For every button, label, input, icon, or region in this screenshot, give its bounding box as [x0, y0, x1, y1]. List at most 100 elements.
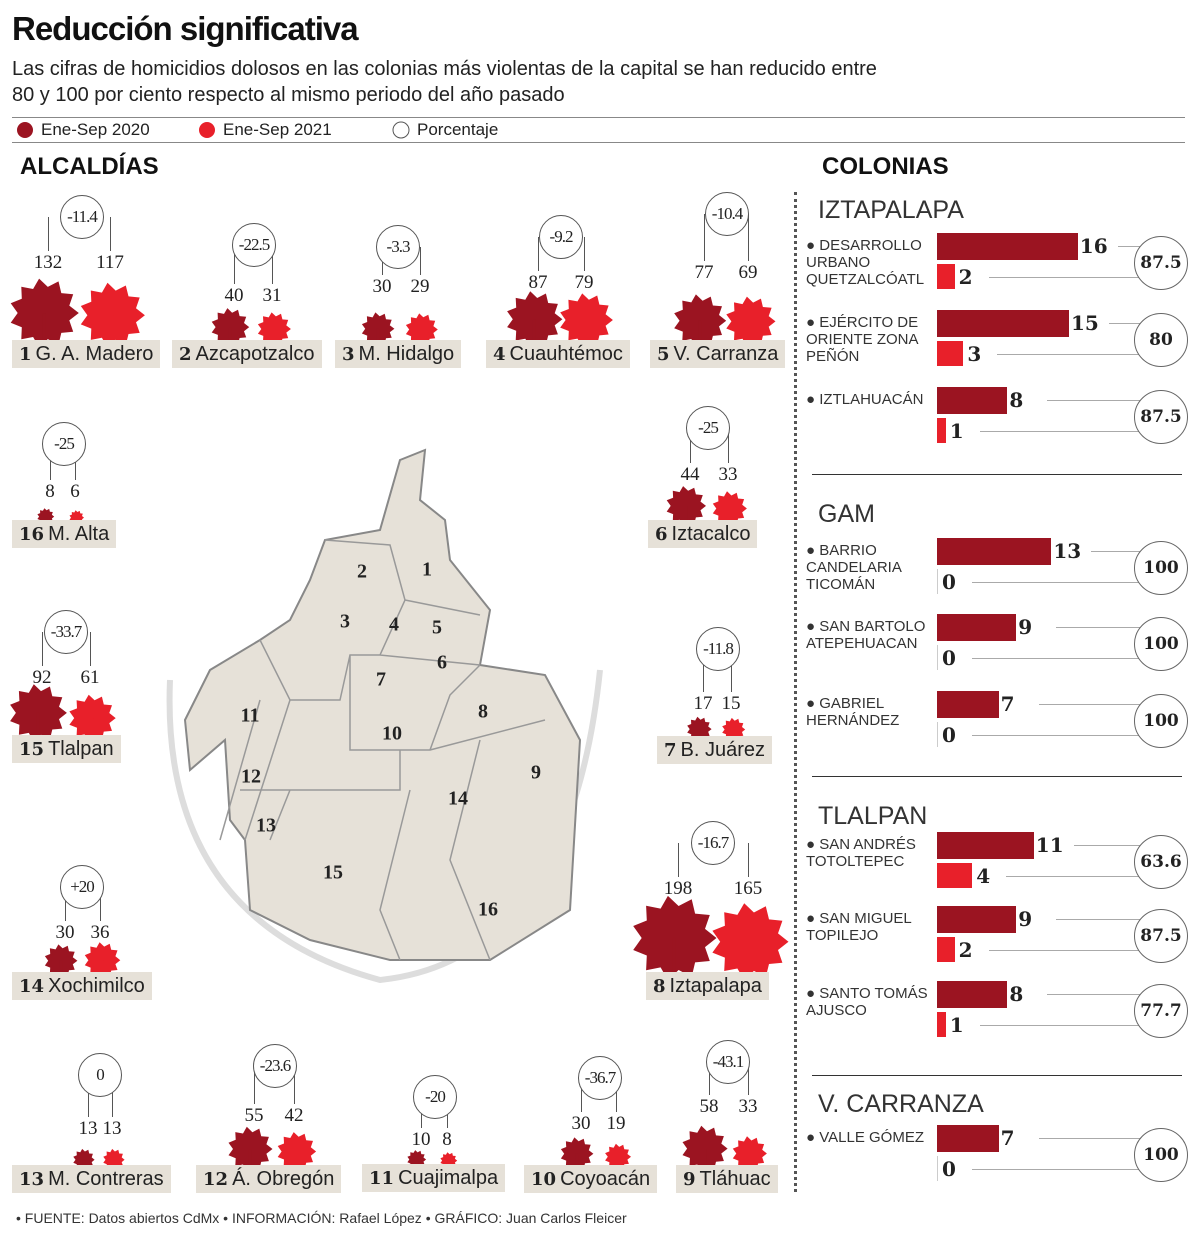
percent-circle: 77.7	[1134, 984, 1188, 1038]
alcaldia-label: 1 G. A. Madero	[12, 340, 161, 368]
connector-line	[584, 237, 585, 271]
map-district-label: 8	[478, 700, 488, 723]
alcaldia-label: 13 M. Contreras	[12, 1165, 171, 1193]
colonia-name: ● SAN ANDRÉS TOTOLTEPEC	[806, 836, 936, 870]
alcaldia-label: 12 Á. Obregón	[196, 1165, 342, 1193]
alcaldia-number: 5	[657, 344, 670, 365]
leader-line	[1109, 323, 1140, 324]
connector-line	[100, 887, 101, 921]
colonia-name: ● SAN BARTOLO ATEPEHUACAN	[806, 618, 936, 652]
alcaldia-name: Coyoacán	[560, 1168, 651, 1190]
colonia-label: EJÉRCITO DE ORIENTE ZONA PEÑÓN	[806, 314, 919, 365]
alcaldia-name: Tláhuac	[699, 1168, 771, 1190]
percent-circle: -22.5	[232, 223, 276, 267]
alcaldia-name: B. Juárez	[680, 739, 766, 761]
colonia-name: ● GABRIEL HERNÁNDEZ	[806, 695, 936, 729]
percent-circle: -20	[413, 1075, 457, 1119]
alcaldia-name: V. Carranza	[673, 343, 779, 365]
value-2020: 9	[1018, 615, 1033, 639]
leader-line	[972, 1169, 1140, 1170]
cdmx-map	[166, 448, 603, 984]
bar-2021	[937, 341, 964, 366]
divider	[12, 142, 1185, 143]
alcaldia-label: 4 Cuauhtémoc	[486, 340, 630, 368]
bullet-icon: ●	[806, 836, 820, 853]
bullet-icon: ●	[806, 985, 820, 1002]
map-district-label: 5	[432, 616, 442, 639]
alcaldia-name: Xochimilco	[48, 975, 145, 997]
map-district-label: 7	[376, 668, 386, 691]
footer-credits: • FUENTE: Datos abiertos CdMx • INFORMAC…	[16, 1210, 627, 1226]
legend-label: Ene-Sep 2021	[223, 120, 332, 139]
percent-circle: -9.2	[539, 215, 583, 259]
alcaldia-label: 8 Iztapalapa	[646, 972, 769, 1000]
map-district-label: 9	[531, 761, 541, 784]
connector-line	[709, 1062, 710, 1095]
splat-2020	[506, 290, 563, 356]
connector-line	[112, 1075, 113, 1117]
percent-circle: 87.5	[1134, 236, 1188, 290]
colonia-group-title: TLALPAN	[818, 802, 928, 830]
bullet-icon: ●	[806, 1129, 820, 1146]
value-2020: 92	[32, 667, 52, 688]
percent-circle: 100	[1134, 1128, 1188, 1182]
percent-circle: 100	[1134, 541, 1188, 595]
map-district-label: 10	[382, 722, 402, 745]
connector-line	[420, 247, 421, 275]
alcaldia-number: 8	[653, 976, 666, 997]
splat-2020	[674, 294, 727, 356]
value-2021: 19	[606, 1113, 626, 1134]
map-outline	[183, 448, 582, 961]
splat-2020	[633, 895, 717, 988]
colonia-name: ● IZTLAHUACÁN	[806, 391, 936, 408]
connector-line	[690, 428, 691, 463]
colonia-name: ● SANTO TOMÁS AJUSCO	[806, 985, 936, 1019]
colonia-label: DESARROLLO URBANO QUETZALCÓATL	[806, 237, 925, 288]
bar-2021	[937, 264, 955, 289]
alcaldia-label: 6 Iztacalco	[648, 520, 758, 548]
bar-2021	[937, 863, 973, 888]
value-2021: 61	[80, 667, 100, 688]
connector-line	[42, 632, 43, 666]
value-2020: 132	[33, 252, 63, 273]
legend-label: Ene-Sep 2020	[41, 120, 150, 139]
leader-line	[1047, 400, 1140, 401]
value-2021: 0	[942, 723, 956, 747]
leader-line	[972, 735, 1140, 736]
connector-line	[110, 217, 111, 251]
value-2020: 11	[1035, 833, 1064, 857]
connector-line	[48, 217, 49, 251]
percent-circle: 87.5	[1134, 909, 1188, 963]
percent-circle: +20	[60, 865, 104, 909]
value-2021: 0	[942, 1157, 956, 1181]
bar-2020	[937, 691, 999, 718]
colonia-label: SAN BARTOLO ATEPEHUACAN	[806, 618, 926, 652]
alcaldia-number: 2	[179, 344, 192, 365]
percent-circle: 0	[78, 1053, 122, 1097]
alcaldia-name: M. Contreras	[48, 1168, 164, 1190]
value-2020: 17	[693, 693, 713, 714]
leader-line	[1047, 994, 1140, 995]
bullet-icon: ●	[806, 618, 820, 635]
percent-circle: -43.1	[706, 1040, 750, 1084]
value-2020: 58	[699, 1096, 719, 1117]
bullet-icon: ●	[806, 391, 820, 408]
alcaldia-name: Cuauhtémoc	[509, 343, 623, 365]
alcaldia-number: 1	[19, 344, 32, 365]
divider	[12, 117, 1185, 118]
value-2020: 87	[528, 272, 548, 293]
bar-2021	[937, 418, 946, 443]
legend-2021: Ene-Sep 2021	[196, 119, 332, 141]
splat-2020	[228, 1126, 273, 1181]
legend-percent: Porcentaje	[390, 119, 498, 141]
value-2020: 8	[1009, 982, 1024, 1006]
bar-2020	[937, 981, 1008, 1008]
leader-line	[1091, 551, 1140, 552]
map-district-label: 14	[448, 787, 468, 810]
bullet-icon: ●	[806, 542, 820, 559]
alcaldia-name: Á. Obregón	[232, 1168, 335, 1190]
value-2020: 10	[411, 1129, 431, 1150]
percent-circle: 100	[1134, 694, 1188, 748]
map-district-label: 2	[357, 560, 367, 583]
connector-line	[704, 214, 705, 261]
